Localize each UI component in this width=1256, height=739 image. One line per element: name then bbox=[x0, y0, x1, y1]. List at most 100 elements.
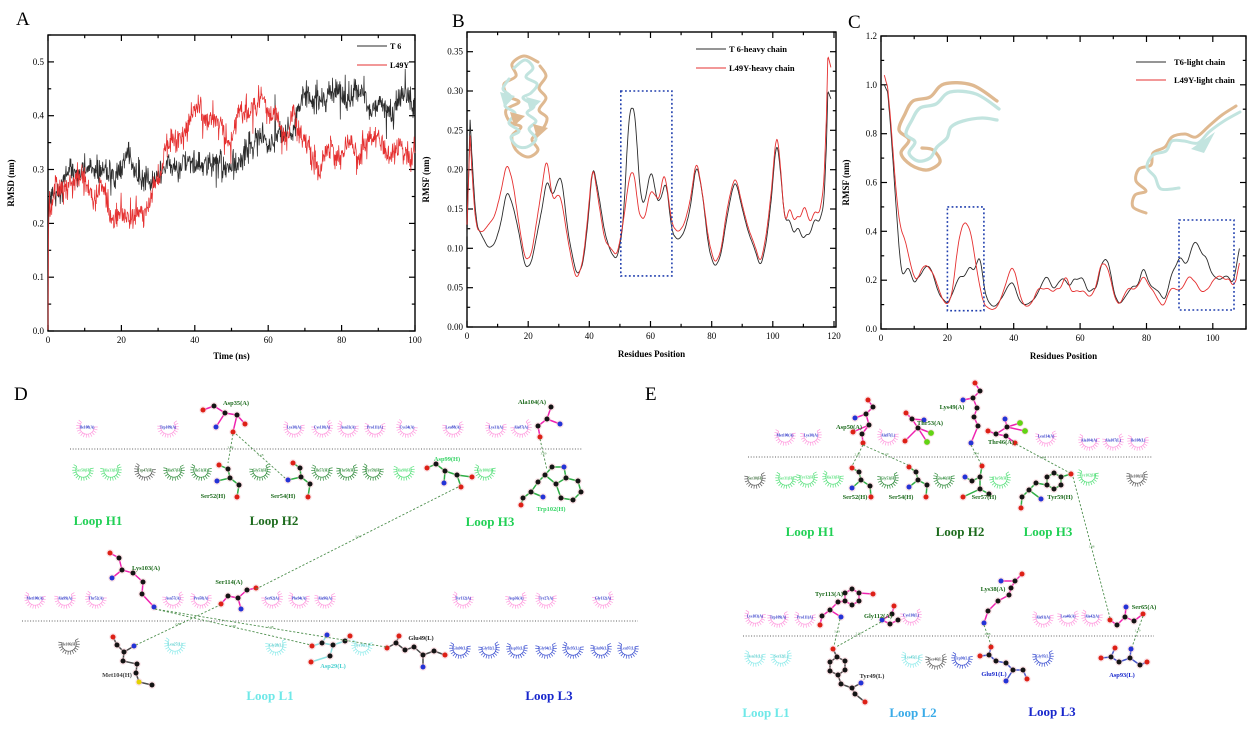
svg-text:80: 80 bbox=[337, 335, 347, 345]
svg-text:Ser52(H): Ser52(H) bbox=[201, 493, 226, 500]
svg-text:0.4: 0.4 bbox=[33, 111, 45, 121]
svg-text:Residues Position: Residues Position bbox=[1030, 351, 1097, 361]
svg-text:40: 40 bbox=[585, 331, 595, 341]
svg-text:80: 80 bbox=[707, 331, 717, 341]
svg-text:Ala99(A): Ala99(A) bbox=[58, 597, 73, 601]
svg-text:20: 20 bbox=[117, 335, 127, 345]
svg-text:Ala42(A): Ala42(A) bbox=[1085, 615, 1100, 619]
svg-text:Cys110(L): Cys110(L) bbox=[903, 614, 920, 618]
svg-text:Ala104(A): Ala104(A) bbox=[518, 399, 546, 406]
svg-text:Phe94(A): Phe94(A) bbox=[292, 597, 308, 601]
svg-text:100: 100 bbox=[1206, 333, 1220, 343]
svg-text:Tyr49(L): Tyr49(L) bbox=[860, 673, 885, 680]
svg-text:1.0: 1.0 bbox=[866, 80, 878, 90]
svg-text:Ala97(L): Ala97(L) bbox=[881, 434, 896, 438]
svg-text:C: C bbox=[848, 12, 861, 33]
svg-text:Trp109(A): Trp109(A) bbox=[160, 426, 177, 430]
svg-text:Thr52(A): Thr52(A) bbox=[89, 597, 105, 601]
svg-text:Met100(A): Met100(A) bbox=[27, 597, 45, 601]
svg-text:Ile106(H): Ile106(H) bbox=[62, 643, 78, 647]
svg-text:0.2: 0.2 bbox=[866, 275, 877, 285]
svg-text:Loop H2: Loop H2 bbox=[936, 524, 985, 539]
svg-text:Glu96(L): Glu96(L) bbox=[594, 647, 609, 651]
svg-text:Thr58(H): Thr58(H) bbox=[992, 477, 1008, 481]
svg-text:T6-light chain: T6-light chain bbox=[1174, 57, 1226, 67]
svg-text:T 6-heavy chain: T 6-heavy chain bbox=[729, 44, 787, 54]
svg-text:Gly53(H): Gly53(H) bbox=[881, 477, 897, 481]
svg-text:Loop H3: Loop H3 bbox=[1024, 524, 1073, 539]
svg-text:Leu27(L): Leu27(L) bbox=[168, 643, 184, 647]
svg-text:Asn57(A): Asn57(A) bbox=[166, 597, 182, 601]
svg-text:Ser114(A): Ser114(A) bbox=[215, 579, 242, 586]
svg-text:Tyr102(H): Tyr102(H) bbox=[1080, 474, 1097, 478]
svg-text:100: 100 bbox=[766, 331, 780, 341]
svg-text:Glu46(H): Glu46(H) bbox=[937, 477, 953, 481]
svg-text:Loop L3: Loop L3 bbox=[525, 688, 573, 703]
svg-text:1.2: 1.2 bbox=[866, 31, 877, 41]
svg-text:Leu46(A): Leu46(A) bbox=[1061, 615, 1077, 619]
svg-text:Tyr113(A): Tyr113(A) bbox=[815, 591, 843, 598]
svg-text:Gly94(L): Gly94(L) bbox=[539, 647, 554, 651]
svg-text:Tyr59(H): Tyr59(H) bbox=[1047, 494, 1072, 501]
svg-text:3.18: 3.18 bbox=[258, 453, 264, 457]
svg-text:3.06: 3.06 bbox=[355, 535, 361, 539]
svg-text:Ile51(H): Ile51(H) bbox=[194, 469, 208, 473]
svg-text:Pro111(A): Pro111(A) bbox=[367, 426, 384, 430]
svg-text:20: 20 bbox=[943, 333, 953, 343]
svg-text:20: 20 bbox=[524, 331, 534, 341]
svg-text:RMSD (nm): RMSD (nm) bbox=[6, 159, 16, 206]
svg-text:2.94: 2.94 bbox=[973, 452, 979, 456]
svg-text:Gly28(L): Gly28(L) bbox=[269, 644, 284, 648]
svg-text:Asp99(H): Asp99(H) bbox=[434, 456, 460, 463]
svg-text:Ile108(A): Ile108(A) bbox=[80, 426, 96, 430]
svg-text:Loop L1: Loop L1 bbox=[246, 688, 293, 703]
svg-text:0.10: 0.10 bbox=[447, 243, 463, 253]
svg-text:2.80: 2.80 bbox=[175, 622, 181, 626]
svg-text:0.05: 0.05 bbox=[447, 283, 463, 293]
svg-text:Tyr59(H): Tyr59(H) bbox=[366, 469, 381, 473]
svg-text:Trp102(H): Trp102(H) bbox=[537, 506, 566, 513]
svg-text:Gly100(H): Gly100(H) bbox=[477, 469, 494, 473]
svg-text:Lys45(L): Lys45(L) bbox=[905, 656, 920, 660]
svg-text:Lys103(A): Lys103(A) bbox=[747, 615, 764, 619]
svg-text:0.15: 0.15 bbox=[447, 204, 463, 214]
svg-text:2.93: 2.93 bbox=[856, 632, 862, 636]
svg-text:80: 80 bbox=[1142, 333, 1152, 343]
svg-text:0.25: 0.25 bbox=[447, 125, 463, 135]
svg-text:Gln90(L): Gln90(L) bbox=[453, 647, 468, 651]
svg-text:Trp47(H): Trp47(H) bbox=[138, 469, 154, 473]
svg-text:3.09: 3.09 bbox=[541, 452, 547, 456]
svg-text:0.3: 0.3 bbox=[33, 165, 45, 175]
svg-text:60: 60 bbox=[646, 331, 656, 341]
svg-text:L49Y-light chain: L49Y-light chain bbox=[1174, 75, 1235, 85]
svg-text:2.85: 2.85 bbox=[855, 453, 861, 457]
svg-text:0.6: 0.6 bbox=[866, 178, 878, 188]
svg-text:0.2: 0.2 bbox=[33, 218, 44, 228]
svg-text:Ser54(H): Ser54(H) bbox=[889, 494, 914, 501]
svg-text:Asp50(A): Asp50(A) bbox=[836, 424, 862, 431]
svg-text:Asp29(L): Asp29(L) bbox=[320, 663, 346, 670]
svg-text:Pro58(A): Pro58(A) bbox=[194, 597, 209, 601]
svg-text:Loop L1: Loop L1 bbox=[742, 705, 789, 720]
svg-text:3.08: 3.08 bbox=[228, 446, 234, 450]
svg-text:1.98: 1.98 bbox=[1040, 456, 1046, 460]
svg-text:D: D bbox=[14, 384, 28, 405]
svg-text:Asp35(A): Asp35(A) bbox=[223, 400, 249, 407]
svg-text:100: 100 bbox=[408, 335, 422, 345]
svg-text:0.0: 0.0 bbox=[866, 324, 878, 334]
svg-text:Ser46(L): Ser46(L) bbox=[929, 658, 944, 662]
svg-text:L49Y-heavy chain: L49Y-heavy chain bbox=[729, 63, 795, 73]
svg-text:120: 120 bbox=[827, 331, 841, 341]
svg-text:Thr46(A): Thr46(A) bbox=[988, 439, 1014, 446]
svg-text:Ile108(H): Ile108(H) bbox=[1130, 475, 1146, 479]
svg-text:Leu88(A): Leu88(A) bbox=[446, 426, 462, 430]
svg-text:3.38: 3.38 bbox=[268, 625, 274, 629]
svg-text:0.35: 0.35 bbox=[447, 47, 463, 57]
svg-text:Ser65(A): Ser65(A) bbox=[1132, 604, 1157, 611]
svg-text:Glu91(L): Glu91(L) bbox=[981, 671, 1006, 678]
svg-text:Loop L2: Loop L2 bbox=[889, 705, 936, 720]
svg-text:Thr53(A): Thr53(A) bbox=[917, 420, 943, 427]
svg-text:Ser32(L): Ser32(L) bbox=[774, 655, 789, 659]
svg-text:Lys103(A): Lys103(A) bbox=[132, 565, 160, 572]
svg-text:0: 0 bbox=[465, 331, 470, 341]
